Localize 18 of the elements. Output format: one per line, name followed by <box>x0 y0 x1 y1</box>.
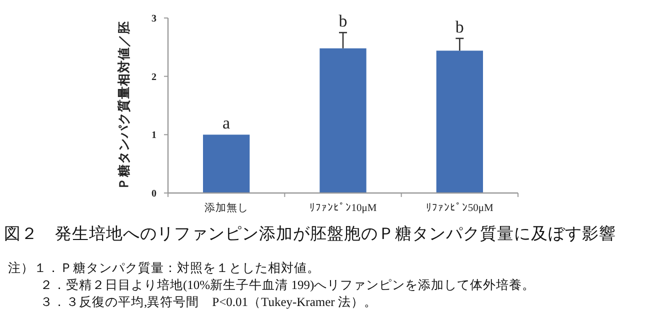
x-tick-label: 添加無し <box>204 201 248 214</box>
text: ３．３反復の平均,異符号間 P<0.01（Tukey-Kramer 法）。 <box>40 295 377 309</box>
x-tick-label: ﾘﾌｧﾝﾋﾟﾝ10μM <box>309 202 378 214</box>
text: 図２ 発生培地へのリファンピン添加が胚盤胞のＰ糖タンパク質量に及ぼす影響 <box>4 224 616 243</box>
y-tick-label: 3 <box>152 14 156 24</box>
annotation: a <box>222 114 231 133</box>
text: ２．受精２日目より培地(10%新生子牛血清 199)へリファンピンを添加して体外培養。 <box>40 278 536 292</box>
annotation: b <box>338 12 348 31</box>
y-tick-label: 2 <box>152 72 156 83</box>
x-tick-label: ﾘﾌｧﾝﾋﾟﾝ50μM <box>426 202 494 214</box>
bar <box>203 134 250 193</box>
bar <box>436 50 483 193</box>
bar <box>320 48 366 193</box>
y-tick-label: 0 <box>152 188 156 200</box>
text: 注）１．Ｐ糖タンパク質量：対照を１とした相対値。 <box>8 260 320 275</box>
annotation: b <box>455 17 464 36</box>
y-tick-label: 1 <box>152 130 156 142</box>
y-axis-title: Ｐ糖タンパク質量相対値／胚 <box>116 21 131 190</box>
